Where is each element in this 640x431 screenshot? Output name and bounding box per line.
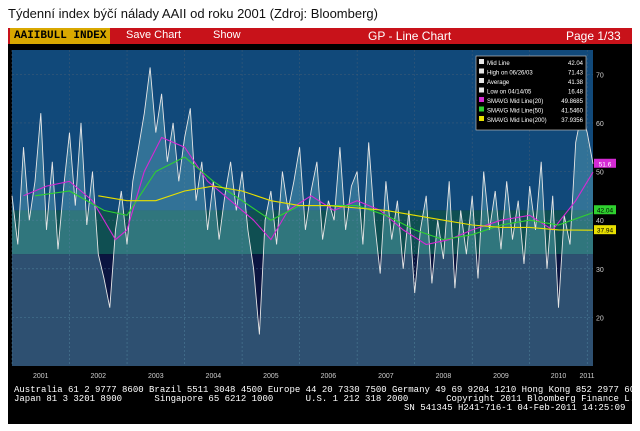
chart-area: 20 30 40 50 60 70 2001 2002 2003 2004 2005 2006 2007… — [8, 44, 632, 389]
legend-value-1: 71.43 — [568, 71, 584, 77]
bloomberg-terminal: AAIIBULL INDEX Save Chart Show GP - Line… — [8, 28, 640, 424]
avg200-value-tag-bg — [594, 225, 616, 235]
legend-swatch-1 — [479, 68, 484, 74]
y-tick-50: 50 — [596, 170, 604, 177]
chart-type-title: GP - Line Chart — [368, 29, 452, 43]
footer-line-1: Australia 61 2 9777 8600 Brazil 5511 304… — [14, 385, 640, 395]
legend-label-4: SMAVG Mid Line(20) — [487, 99, 543, 105]
legend-swatch-3 — [479, 87, 484, 93]
last-value-tag-bg — [594, 158, 616, 168]
legend-swatch-2 — [479, 78, 484, 83]
legend-swatch-0 — [479, 59, 484, 64]
y-tick-30: 30 — [596, 267, 604, 274]
series-line-0 — [11, 67, 594, 335]
legend-value-3: 16.48 — [568, 90, 584, 96]
legend-value-2: 41.38 — [568, 80, 584, 86]
x-tick-2003: 2003 — [148, 373, 164, 380]
legend-value-5: 41.5460 — [561, 109, 583, 115]
page-indicator[interactable]: Page 1/33 — [566, 29, 621, 43]
y-tick-70: 70 — [596, 72, 604, 79]
legend-swatch-6 — [479, 116, 484, 121]
y-tick-40: 40 — [596, 218, 604, 225]
legend-swatch-4 — [479, 97, 484, 102]
x-tick-2008: 2008 — [436, 373, 452, 380]
x-tick-2004: 2004 — [206, 373, 222, 380]
legend-label-5: SMAVG Mid Line(50) — [487, 109, 543, 115]
x-tick-2009: 2009 — [493, 373, 509, 380]
y-tick-60: 60 — [596, 121, 604, 128]
line-chart: 20 30 40 50 60 70 2001 2002 2003 2004 2005 2006 2007… — [11, 50, 616, 380]
save-chart-button[interactable]: Save Chart — [126, 29, 182, 41]
mid-value-tag-bg — [594, 205, 616, 215]
band-2 — [12, 254, 593, 366]
legend-value-0: 42.04 — [568, 61, 584, 67]
legend-label-0: Mid Line — [487, 61, 510, 67]
band-1 — [12, 210, 593, 255]
ticker-label: AAIIBULL INDEX — [10, 28, 111, 44]
legend-box — [475, 55, 587, 131]
footer-line-2: Japan 81 3 3201 8900 Singapore 65 6212 1… — [14, 394, 640, 404]
footer-line-3: SN 541345 H241-716-1 04-Feb-2011 14:25:0… — [404, 403, 626, 413]
series-line-1 — [23, 136, 594, 246]
toolbar: AAIIBULL INDEX Save Chart Show GP - Line… — [8, 28, 632, 44]
footer-contacts: Australia 61 2 9777 8600 Brazil 5511 304… — [14, 385, 640, 413]
legend-label-1: High on 06/26/03 — [487, 71, 533, 77]
legend-label-2: Average — [487, 80, 510, 86]
series-line-3 — [98, 185, 594, 231]
x-tick-2005: 2005 — [263, 373, 279, 380]
legend-value-6: 37.9356 — [561, 118, 583, 124]
legend-label-6: SMAVG Mid Line(200) — [487, 118, 547, 124]
legend-label-3: Low on 04/14/05 — [487, 90, 532, 96]
chart-caption: Týdenní index býčí nálady AAII od roku 2… — [8, 6, 378, 21]
avg200-value-tag: 37.94 — [597, 228, 614, 235]
mid-value-tag: 42.04 — [597, 208, 614, 215]
last-value-tag: 51.6 — [599, 161, 612, 168]
x-tick-2006: 2006 — [321, 373, 337, 380]
y-tick-20: 20 — [596, 315, 604, 322]
legend-value-4: 49.8685 — [561, 99, 583, 105]
show-button[interactable]: Show — [213, 29, 241, 41]
x-tick-2007: 2007 — [378, 373, 394, 380]
x-tick-2011: 2011 — [579, 373, 594, 380]
x-tick-2010: 2010 — [551, 373, 567, 380]
x-tick-2002: 2002 — [90, 373, 106, 380]
series-area-mid-line — [12, 67, 593, 367]
legend-swatch-5 — [479, 106, 484, 112]
x-tick-2001: 2001 — [33, 373, 49, 380]
